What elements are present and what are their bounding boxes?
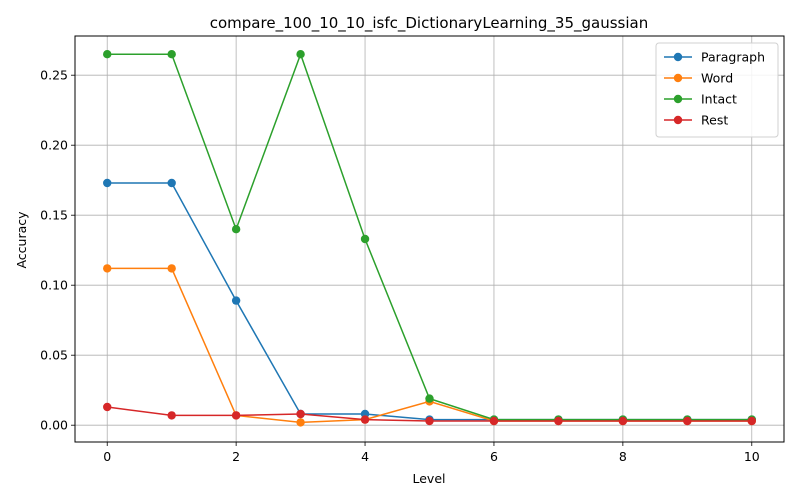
data-point <box>360 234 370 244</box>
data-point <box>489 416 499 426</box>
legend-label: Word <box>701 71 733 86</box>
x-tick-label: 2 <box>232 449 240 464</box>
y-axis: 0.00 0.05 0.10 0.15 0.20 0.25 <box>40 68 75 433</box>
legend-marker <box>673 52 683 62</box>
legend: Paragraph Word Intact Rest <box>655 42 779 138</box>
y-axis-label: Accuracy <box>14 211 29 269</box>
data-point <box>167 178 176 188</box>
x-tick-label: 8 <box>619 449 627 464</box>
y-tick-label: 0.10 <box>40 278 68 293</box>
data-point <box>296 50 305 59</box>
data-point <box>167 411 176 420</box>
data-point <box>296 409 305 419</box>
x-axis: 0 2 4 6 8 10 <box>103 442 760 464</box>
series-line <box>107 51 752 421</box>
chart-title: compare_100_10_10_isfc_DictionaryLearnin… <box>210 14 649 33</box>
data-point <box>103 264 112 273</box>
legend-item: Rest <box>664 113 728 128</box>
data-point <box>747 416 756 426</box>
data-point <box>360 415 370 424</box>
legend-marker <box>673 115 683 125</box>
legend-marker <box>673 94 683 104</box>
y-tick-label: 0.20 <box>40 138 68 153</box>
data-point <box>231 296 241 305</box>
series-line <box>107 182 752 421</box>
data-point <box>231 225 241 234</box>
plot-frame <box>74 35 785 443</box>
data-point <box>103 402 112 412</box>
x-tick-label: 10 <box>744 449 760 464</box>
legend-label: Rest <box>701 113 728 128</box>
series-rest <box>103 402 756 426</box>
y-tick-label: 0.15 <box>40 208 68 223</box>
x-tick-label: 6 <box>490 449 498 464</box>
data-point <box>231 411 241 420</box>
data-point <box>296 418 305 427</box>
legend-label: Intact <box>701 92 737 107</box>
data-point <box>167 50 176 59</box>
legend-box <box>655 42 779 138</box>
x-tick-label: 0 <box>103 449 111 464</box>
data-point <box>425 394 434 403</box>
x-tick-label: 4 <box>361 449 369 464</box>
y-tick-label: 0.25 <box>40 68 68 83</box>
series-layer <box>103 50 756 427</box>
y-tick-label: 0.05 <box>40 348 68 363</box>
legend-label: Paragraph <box>701 50 765 65</box>
data-point <box>554 416 563 426</box>
legend-item: Paragraph <box>664 50 765 65</box>
x-axis-label: Level <box>413 471 446 486</box>
y-tick-label: 0.00 <box>40 418 68 433</box>
legend-item: Word <box>664 71 733 86</box>
data-point <box>618 416 628 426</box>
legend-item: Intact <box>664 92 737 107</box>
data-point <box>103 178 112 188</box>
data-point <box>167 264 176 273</box>
data-point <box>103 50 112 59</box>
data-point <box>683 416 692 426</box>
data-point <box>425 416 434 426</box>
legend-marker <box>673 73 683 83</box>
